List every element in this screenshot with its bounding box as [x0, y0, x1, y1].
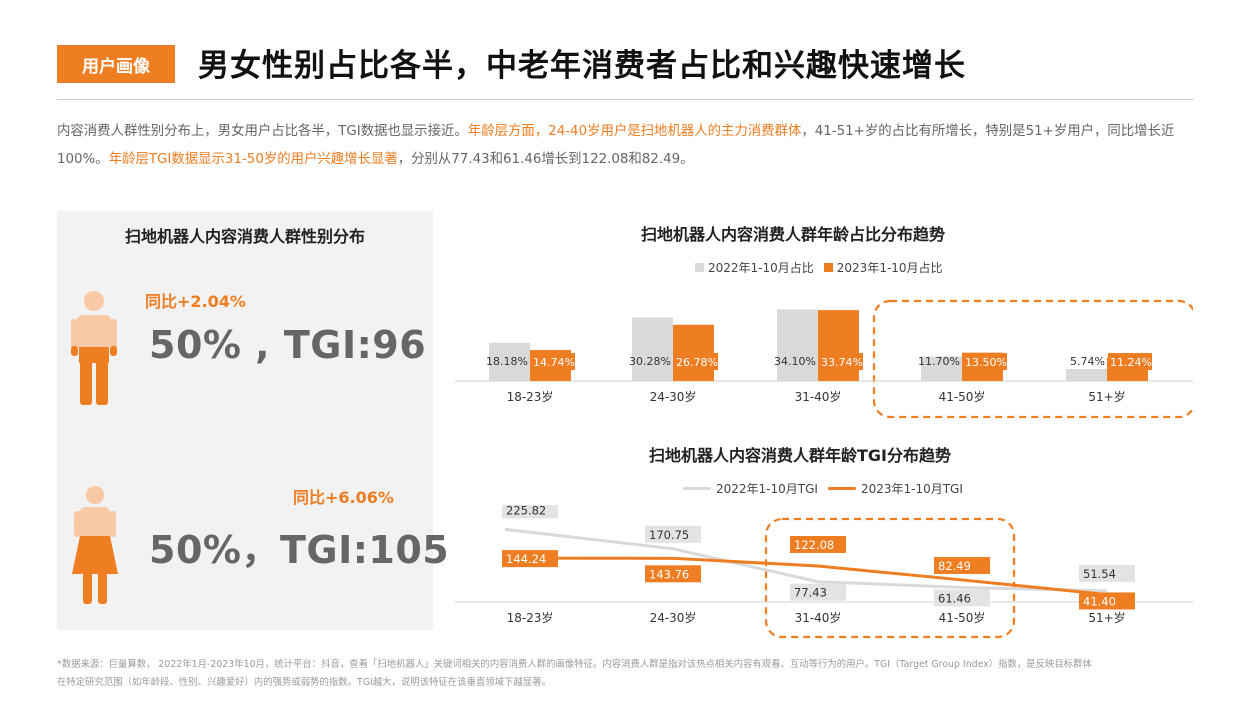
age-share-bar-chart: 18.18% 14.74% 18-23岁 30.28% 26.78% 24-30岁 34.1… — [455, 299, 1193, 419]
female-person-icon — [72, 486, 118, 604]
bar-label-2023: 13.50% — [965, 356, 1007, 369]
tgi-label-2023: 144.24 — [506, 552, 546, 566]
bar-label-bg-2023 — [963, 353, 1007, 370]
male-person-icon — [71, 291, 117, 405]
intro-text-1: 内容消费人群性别分布上，男女用户占比各半，TGI数据也显示接近。 — [57, 124, 468, 139]
line-category-label: 31-40岁 — [795, 610, 842, 625]
line-category-label: 51+岁 — [1088, 610, 1125, 625]
line-category-label: 18-23岁 — [507, 610, 554, 625]
footnote-line-2: 在特定研究范围（如年龄段、性别、兴趣爱好）内的强势或弱势的指数。TGI越大，说明… — [57, 677, 551, 688]
intro-text-2: ，41-51+岁的占比有所增长，特别是51+岁用户，同比增长近100%。 — [57, 124, 1175, 167]
tgi-label-2022: 77.43 — [794, 586, 827, 600]
intro-highlight-2: 年龄层TGI数据显示31-50岁的用户兴趣增长显著 — [108, 152, 398, 167]
male-share-tgi: 50% , TGI:96 — [149, 323, 427, 367]
female-share-tgi: 50%，TGI:105 — [149, 528, 450, 572]
intro-text-3: ，分别从77.43和61.46增长到122.08和82.49。 — [397, 152, 694, 167]
bar-label-2022: 30.28% — [629, 355, 671, 368]
age-share-legend: 2022年1-10月占比 2023年1-10月占比 — [695, 259, 953, 276]
tgi-label-bg-2023 — [934, 556, 990, 574]
age-tgi-chart-title: 扫地机器人内容消费人群年龄TGI分布趋势 — [649, 446, 952, 465]
tgi-label-2023: 143.76 — [649, 567, 689, 581]
tgi-label-2023: 82.49 — [938, 559, 971, 573]
footnote-line-1: *数据来源：巨量算数， 2022年1月-2023年10月，统计平台：抖音，查看「… — [57, 659, 1092, 670]
bar-2023 — [818, 310, 859, 381]
bar-2023 — [673, 324, 714, 381]
age-tgi-legend: 2022年1-10月TGI 2023年1-10月TGI — [683, 480, 973, 497]
section-tag: 用户画像 — [57, 45, 175, 83]
bar-label-2023: 11.24% — [1110, 356, 1152, 369]
bar-category-label: 41-50岁 — [939, 389, 986, 404]
bar-2022 — [777, 309, 818, 381]
tgi-label-bg-2023 — [790, 535, 846, 553]
gender-panel-title: 扫地机器人内容消费人群性别分布 — [124, 227, 365, 246]
bar-2022 — [489, 342, 530, 381]
bar-label-2023: 33.74% — [821, 356, 863, 369]
page-title: 男女性别占比各半，中老年消费者占比和兴趣快速增长 — [198, 48, 966, 84]
age-tgi-line-chart: 225.82 144.24 18-23岁 170.75 143.76 24-30岁 77.4… — [455, 505, 1193, 639]
intro-paragraph: 内容消费人群性别分布上，男女用户占比各半，TGI数据也显示接近。年龄层方面，24… — [57, 118, 1197, 174]
highlight-box-41-51 — [872, 299, 1193, 419]
female-yoy-growth: 同比+6.06% — [293, 488, 394, 507]
tgi-label-2022: 61.46 — [938, 591, 971, 605]
tgi-label-2022: 225.82 — [506, 505, 546, 517]
bar-label-2023: 14.74% — [533, 356, 575, 369]
legend-item-2023: 2023年1-10月占比 — [823, 259, 943, 276]
gender-panel: 扫地机器人内容消费人群性别分布 同比+2.04% 50% , TGI:96 同比… — [57, 211, 449, 630]
tgi-label-2023: 41.40 — [1083, 594, 1116, 608]
bar-label-2022: 18.18% — [486, 355, 528, 368]
bar-label-2023: 26.78% — [676, 356, 718, 369]
bar-label-bg-2023 — [1108, 353, 1152, 370]
bar-label-2022: 11.70% — [918, 355, 960, 368]
bar-label-bg-2023 — [819, 353, 863, 370]
legend-item-2022: 2022年1-10月占比 — [695, 259, 814, 276]
line-category-label: 41-50岁 — [939, 610, 986, 625]
line-category-label: 24-30岁 — [650, 610, 697, 625]
bar-label-bg-2023 — [531, 353, 575, 370]
bar-2022 — [1066, 368, 1107, 381]
tgi-label-bg-2023 — [502, 550, 558, 568]
bar-label-bg-2023 — [674, 353, 718, 370]
bar-category-label: 18-23岁 — [507, 389, 554, 404]
intro-highlight-1: 年龄层方面，24-40岁用户是扫地机器人的主力消费群体 — [467, 124, 802, 139]
header-divider — [57, 99, 1194, 100]
bar-2022 — [921, 356, 962, 381]
legend-item-tgi-2023: 2023年1-10月TGI — [827, 480, 963, 497]
tgi-label-bg-2022 — [934, 589, 990, 607]
tgi-label-bg-2023 — [645, 565, 701, 583]
bar-label-2022: 34.10% — [774, 355, 816, 368]
line-series-2023 — [504, 556, 1108, 596]
bar-category-label: 51+岁 — [1088, 389, 1125, 404]
legend-item-tgi-2022: 2022年1-10月TGI — [683, 480, 818, 497]
tgi-label-2022: 170.75 — [649, 528, 689, 542]
tgi-label-bg-2022 — [1079, 564, 1135, 582]
age-share-chart-title: 扫地机器人内容消费人群年龄占比分布趋势 — [641, 225, 946, 244]
bar-category-label: 24-30岁 — [650, 389, 697, 404]
bar-label-2022: 5.74% — [1070, 355, 1105, 368]
bar-category-label: 31-40岁 — [795, 389, 842, 404]
tgi-label-2022: 51.54 — [1083, 567, 1116, 581]
highlight-box-31-50 — [764, 517, 1016, 639]
tgi-label-bg-2022 — [790, 583, 846, 601]
tgi-label-bg-2022 — [502, 505, 558, 519]
footnote: *数据来源：巨量算数， 2022年1月-2023年10月，统计平台：抖音，查看「… — [57, 656, 1207, 692]
male-yoy-growth: 同比+2.04% — [145, 292, 246, 311]
tgi-label-bg-2023 — [1079, 592, 1135, 610]
bar-2022 — [632, 317, 673, 381]
tgi-label-bg-2022 — [645, 525, 701, 543]
line-series-2022 — [504, 527, 1108, 593]
tgi-label-2023: 122.08 — [794, 538, 834, 552]
